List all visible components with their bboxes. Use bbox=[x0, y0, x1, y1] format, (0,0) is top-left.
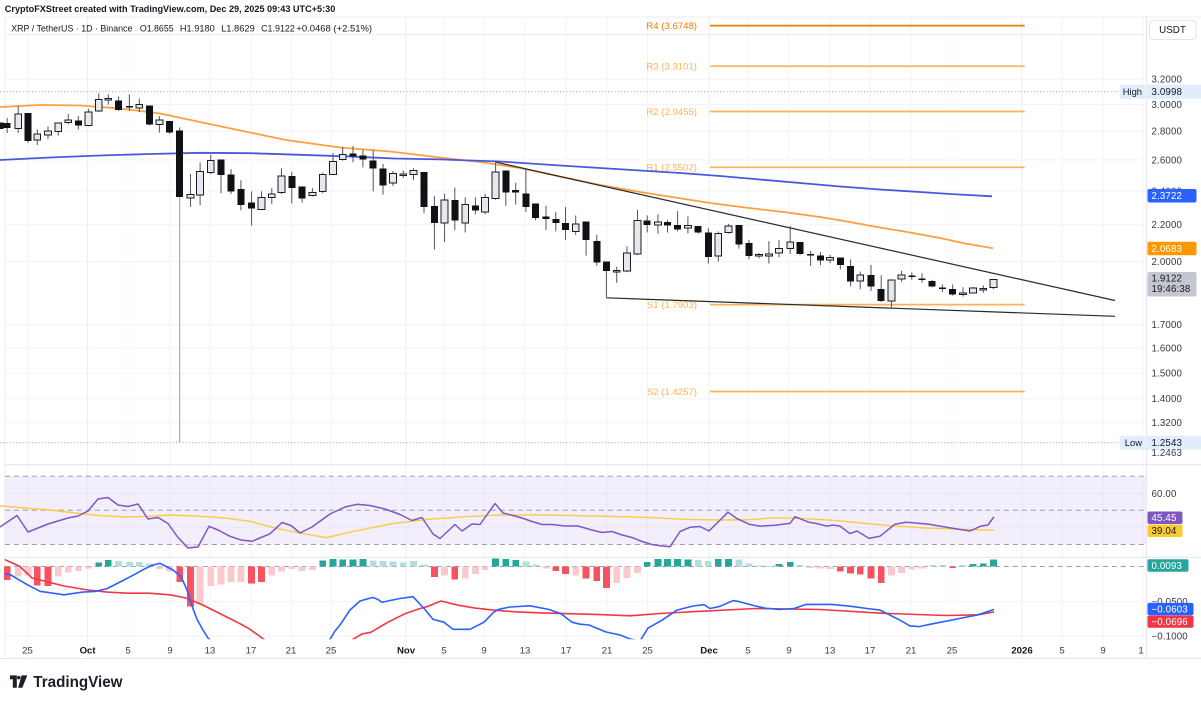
svg-text:O1.8655: O1.8655 bbox=[140, 23, 174, 34]
svg-text:TradingView: TradingView bbox=[33, 674, 122, 691]
svg-text:1.4000: 1.4000 bbox=[1152, 394, 1183, 405]
svg-text:5: 5 bbox=[441, 645, 446, 656]
svg-text:9: 9 bbox=[167, 645, 172, 656]
svg-text:13: 13 bbox=[205, 645, 216, 656]
svg-text:2.2000: 2.2000 bbox=[1152, 220, 1183, 231]
svg-text:5: 5 bbox=[125, 645, 130, 656]
svg-text:USDT: USDT bbox=[1159, 25, 1186, 36]
svg-text:25: 25 bbox=[22, 645, 33, 656]
svg-text:−0.0500: −0.0500 bbox=[1152, 597, 1189, 608]
svg-text:−0.0603: −0.0603 bbox=[1152, 605, 1188, 616]
svg-text:9: 9 bbox=[481, 645, 486, 656]
svg-text:Low: Low bbox=[1125, 437, 1142, 448]
svg-text:High: High bbox=[1123, 86, 1142, 97]
svg-text:2.0683: 2.0683 bbox=[1152, 244, 1183, 255]
svg-text:45.45: 45.45 bbox=[1152, 513, 1177, 524]
svg-text:0.0093: 0.0093 bbox=[1152, 561, 1183, 572]
svg-text:2.0000: 2.0000 bbox=[1152, 257, 1183, 268]
svg-text:13: 13 bbox=[520, 645, 531, 656]
svg-text:17: 17 bbox=[246, 645, 257, 656]
svg-text:1.6000: 1.6000 bbox=[1152, 344, 1183, 355]
svg-text:1.2543: 1.2543 bbox=[1152, 438, 1183, 449]
svg-text:19:46:38: 19:46:38 bbox=[1152, 284, 1191, 295]
svg-text:25: 25 bbox=[326, 645, 337, 656]
svg-text:21: 21 bbox=[602, 645, 613, 656]
svg-text:C1.9122: C1.9122 bbox=[261, 23, 295, 34]
svg-text:25: 25 bbox=[642, 645, 653, 656]
svg-text:S1 (1.7903): S1 (1.7903) bbox=[647, 300, 697, 311]
svg-text:2026: 2026 bbox=[1011, 645, 1032, 656]
svg-text:−0.0696: −0.0696 bbox=[1152, 617, 1188, 628]
svg-text:13: 13 bbox=[825, 645, 836, 656]
svg-text:9: 9 bbox=[786, 645, 791, 656]
svg-text:5: 5 bbox=[745, 645, 750, 656]
svg-text:R2 (2.9455): R2 (2.9455) bbox=[646, 107, 697, 118]
svg-text:1: 1 bbox=[1138, 645, 1143, 656]
svg-text:21: 21 bbox=[286, 645, 297, 656]
svg-text:5: 5 bbox=[1059, 645, 1064, 656]
svg-text:1.7000: 1.7000 bbox=[1152, 320, 1183, 331]
svg-text:21: 21 bbox=[906, 645, 917, 656]
svg-text:−0.1000: −0.1000 bbox=[1152, 632, 1189, 643]
svg-text:3.0000: 3.0000 bbox=[1152, 100, 1183, 111]
svg-text:1.3200: 1.3200 bbox=[1152, 418, 1183, 429]
svg-text:1.9122: 1.9122 bbox=[1152, 274, 1183, 285]
svg-text:Dec: Dec bbox=[700, 645, 718, 656]
svg-text:17: 17 bbox=[865, 645, 876, 656]
svg-text:9: 9 bbox=[1100, 645, 1105, 656]
svg-text:L1.8629: L1.8629 bbox=[221, 23, 255, 34]
svg-text:2.3722: 2.3722 bbox=[1152, 191, 1183, 202]
svg-text:39.04: 39.04 bbox=[1152, 526, 1177, 537]
svg-text:25: 25 bbox=[947, 645, 958, 656]
svg-text:+0.0468 (+2.51%): +0.0468 (+2.51%) bbox=[296, 23, 372, 34]
svg-text:3.2000: 3.2000 bbox=[1152, 75, 1183, 86]
svg-text:R1 (2.5502): R1 (2.5502) bbox=[646, 163, 697, 174]
svg-text:CryptoFXStreet created with Tr: CryptoFXStreet created with TradingView.… bbox=[5, 4, 336, 14]
svg-text:2.6000: 2.6000 bbox=[1152, 155, 1183, 166]
svg-text:XRP / TetherUS · 1D · Binance: XRP / TetherUS · 1D · Binance bbox=[11, 23, 132, 34]
svg-text:R3 (3.3101): R3 (3.3101) bbox=[646, 62, 697, 73]
svg-text:H1.9180: H1.9180 bbox=[180, 23, 215, 34]
svg-text:17: 17 bbox=[561, 645, 572, 656]
svg-text:Oct: Oct bbox=[80, 645, 97, 656]
svg-text:60.00: 60.00 bbox=[1152, 489, 1177, 500]
svg-text:3.0998: 3.0998 bbox=[1152, 87, 1183, 98]
svg-text:1.5000: 1.5000 bbox=[1152, 369, 1183, 380]
svg-text:Nov: Nov bbox=[397, 645, 416, 656]
svg-text:1.2463: 1.2463 bbox=[1152, 448, 1183, 459]
svg-text:S2 (1.4257): S2 (1.4257) bbox=[647, 387, 697, 398]
svg-text:2.8000: 2.8000 bbox=[1152, 127, 1183, 138]
svg-text:R4 (3.6748): R4 (3.6748) bbox=[646, 21, 697, 32]
